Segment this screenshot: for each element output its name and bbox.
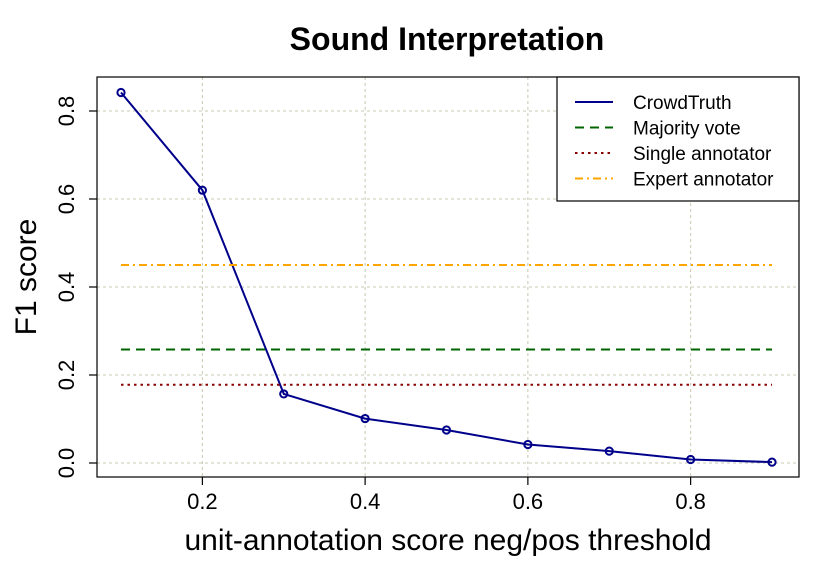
series-layer <box>116 87 777 467</box>
data-point-0-5 <box>523 439 533 450</box>
y-tick-label-4: 0.8 <box>54 96 79 127</box>
y-axis-label: F1 score <box>10 219 43 336</box>
data-point-0-8 <box>767 457 777 467</box>
data-point-0-0 <box>116 87 126 98</box>
x-tick-label-0: 0.2 <box>187 489 218 514</box>
x-tick-label-2: 0.6 <box>513 489 544 514</box>
data-point-0-3 <box>360 413 370 424</box>
plot-frame <box>96 76 800 478</box>
y-tick-label-2: 0.4 <box>54 272 79 303</box>
data-point-0-2 <box>279 389 289 399</box>
legend-box <box>556 76 800 202</box>
x-axis-label: unit-annotation score neg/pos threshold <box>184 524 711 557</box>
axis-ticks: 0.2 0.4 0.6 0.8 0.0 0.2 0.4 0.6 0.8 <box>54 96 706 514</box>
legend-label-1: Majority vote <box>633 119 741 140</box>
x-tick-label-3: 0.8 <box>675 489 706 514</box>
x-tick-label-1: 0.4 <box>350 489 381 514</box>
legend-label-3: Expert annotator <box>633 170 774 191</box>
legend-label-0: CrowdTruth <box>633 93 732 114</box>
series-line-0 <box>120 91 773 464</box>
y-tick-label-1: 0.2 <box>54 360 79 391</box>
data-point-0-4 <box>441 425 452 435</box>
data-point-0-1 <box>197 185 207 195</box>
legend: CrowdTruth Majority vote Single annotator E… <box>556 76 800 202</box>
chart-title: Sound Interpretation <box>290 21 605 57</box>
legend-label-2: Single annotator <box>633 144 772 165</box>
y-tick-label-3: 0.6 <box>54 184 79 215</box>
data-point-0-6 <box>604 446 614 456</box>
y-tick-label-0: 0.0 <box>54 448 79 479</box>
data-point-0-7 <box>686 454 696 465</box>
